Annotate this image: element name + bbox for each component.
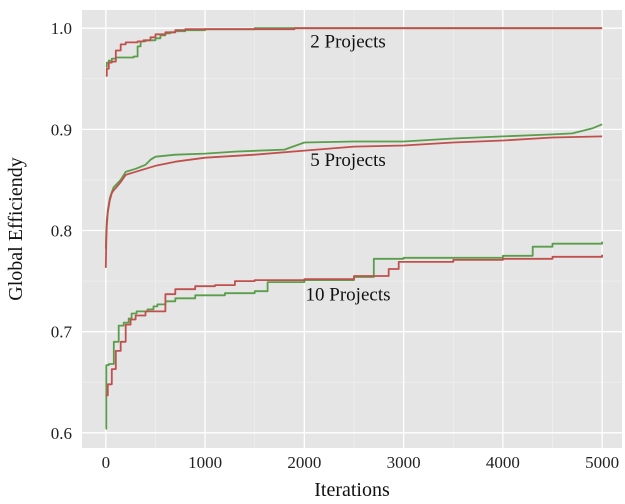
x-tick-labels: 0 1000 2000 3000 4000 5000 xyxy=(102,453,620,472)
series-line-2-projects-red xyxy=(105,27,603,77)
x-tick-label: 4000 xyxy=(486,453,520,472)
y-tick-label: 0.8 xyxy=(51,222,72,241)
y-tick-label: 1.0 xyxy=(51,19,72,38)
x-tick-label: 0 xyxy=(102,453,111,472)
annotation-label: 10 Projects xyxy=(306,284,391,305)
series-line-10-projects-green xyxy=(105,241,603,430)
y-tick-label: 0.7 xyxy=(51,323,73,342)
series-line-5-projects-red xyxy=(104,135,603,268)
x-axis-label: Iterations xyxy=(314,479,390,501)
series-lines xyxy=(104,27,603,430)
x-tick-label: 1000 xyxy=(188,453,222,472)
x-tick-label: 5000 xyxy=(585,453,619,472)
y-tick-label: 0.6 xyxy=(51,424,72,443)
plot-background xyxy=(82,10,622,448)
y-axis-label: Global Efficiendy xyxy=(5,157,27,300)
x-tick-label: 3000 xyxy=(387,453,421,472)
annotation-label: 5 Projects xyxy=(310,150,385,171)
series-line-10-projects-red xyxy=(105,254,603,397)
annotation-label: 2 Projects xyxy=(310,31,385,52)
x-tick-label: 2000 xyxy=(287,453,321,472)
y-tick-labels: 0.6 0.7 0.8 0.9 1.0 xyxy=(51,19,73,443)
annotations: 2 Projects 5 Projects 10 Projects xyxy=(306,31,391,305)
y-tick-label: 0.9 xyxy=(51,120,72,139)
